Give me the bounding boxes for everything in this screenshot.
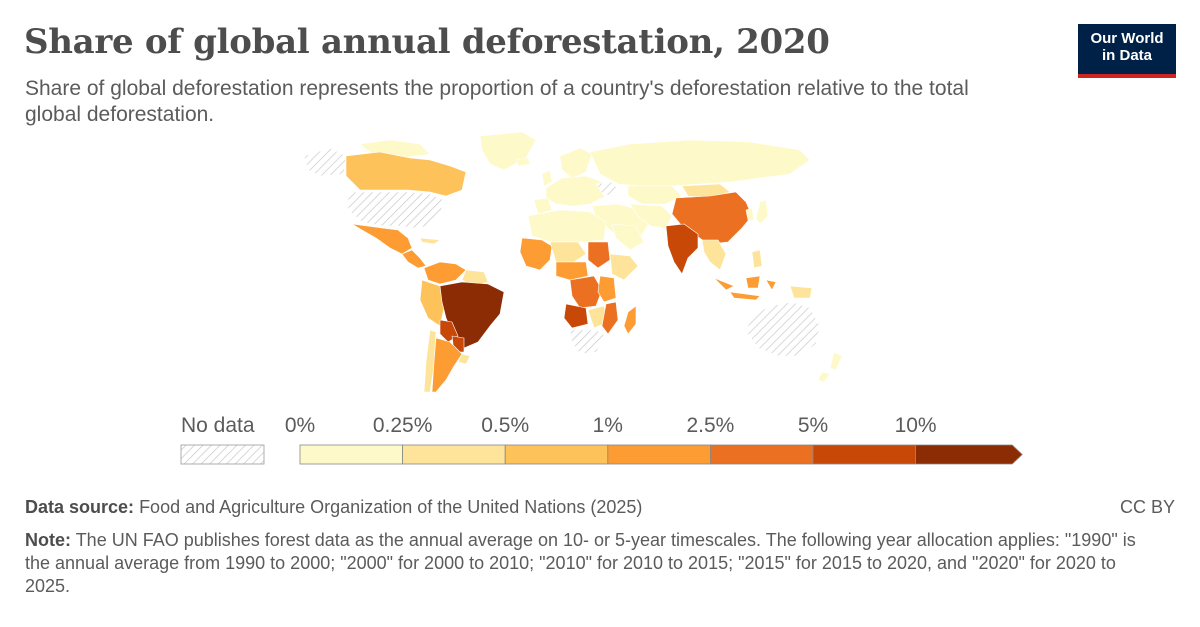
region-australia <box>747 301 821 357</box>
region-argentina <box>431 337 463 393</box>
legend-tick-label: 2.5% <box>686 414 735 437</box>
region-png <box>789 285 813 299</box>
legend-bin-3[interactable] <box>607 444 711 465</box>
owid-logo[interactable]: Our World in Data <box>1078 24 1176 78</box>
footnote: Note: The UN FAO publishes forest data a… <box>25 529 1165 598</box>
region-united-states <box>347 191 445 229</box>
region-cuba <box>419 237 441 245</box>
region-drc <box>569 275 603 309</box>
legend-tick-label: 0% <box>284 414 316 437</box>
legend-tick-label: 0.25% <box>372 414 433 437</box>
color-legend: No data 0% 0.25% 0.5% 1% 2.5% 5% 10% <box>0 410 1200 470</box>
region-canada <box>345 151 467 197</box>
region-mexico <box>351 223 413 255</box>
region-uruguay <box>457 353 471 365</box>
chart-title: Share of global annual deforestation, 20… <box>24 22 830 62</box>
region-central-africa <box>555 261 589 281</box>
region-madagascar <box>623 305 637 335</box>
data-source-label: Data source: <box>25 497 135 517</box>
region-india <box>665 223 699 275</box>
legend-bin-2[interactable] <box>504 444 609 465</box>
legend-tick-label: 10% <box>894 414 937 437</box>
region-ukraine <box>595 181 619 197</box>
region-west-africa <box>519 237 553 271</box>
region-kazakhstan <box>627 185 683 205</box>
legend-tick-label: 0.5% <box>481 414 530 437</box>
logo-line-2: in Data <box>1101 47 1152 64</box>
region-arabia <box>611 223 645 251</box>
region-southeast-asia <box>701 239 727 271</box>
region-south-africa <box>569 329 607 355</box>
region-central-america <box>401 249 427 269</box>
region-philippines <box>751 249 763 269</box>
legend-bin-6[interactable] <box>915 444 1023 465</box>
region-mozambique <box>601 301 619 335</box>
legend-bin-4[interactable] <box>710 444 814 465</box>
legend-bin-5[interactable] <box>812 444 916 465</box>
region-korea <box>745 207 755 221</box>
region-colombia-venezuela <box>423 261 467 285</box>
logo-line-1: Our World <box>1090 30 1164 47</box>
legend-bar <box>180 444 1023 465</box>
data-source: Data source: Food and Agriculture Organi… <box>25 497 642 518</box>
region-horn-of-africa <box>609 253 639 281</box>
footnote-text: The UN FAO publishes forest data as the … <box>25 530 1136 596</box>
region-sudan <box>587 241 611 269</box>
region-iceland <box>515 157 531 167</box>
region-angola <box>563 303 589 329</box>
region-alaska <box>303 147 347 177</box>
legend-no-data-swatch <box>180 444 265 465</box>
footnote-label: Note: <box>25 530 71 550</box>
region-greenland <box>479 131 537 171</box>
region-uk <box>541 169 553 187</box>
legend-bin-0[interactable] <box>299 444 403 465</box>
legend-tick-label: 5% <box>797 414 829 437</box>
region-chile <box>423 329 437 393</box>
region-indonesia <box>713 275 777 301</box>
region-russia <box>589 139 811 187</box>
region-iberia <box>533 197 553 215</box>
region-east-africa <box>597 275 617 303</box>
license-link[interactable]: CC BY <box>1119 497 1175 517</box>
legend-no-data-label: No data <box>181 414 255 437</box>
region-europe <box>545 175 607 207</box>
region-japan <box>755 199 769 225</box>
region-sahel <box>549 241 587 263</box>
world-map <box>303 131 843 393</box>
region-scandinavia <box>559 147 593 179</box>
legend-bin-1[interactable] <box>402 444 506 465</box>
region-new-zealand <box>817 351 843 383</box>
region-north-africa <box>527 209 607 243</box>
data-source-text[interactable]: Food and Agriculture Organization of the… <box>139 497 643 517</box>
legend-tick-label: 1% <box>592 414 623 437</box>
chart-subtitle: Share of global deforestation represents… <box>25 77 969 126</box>
